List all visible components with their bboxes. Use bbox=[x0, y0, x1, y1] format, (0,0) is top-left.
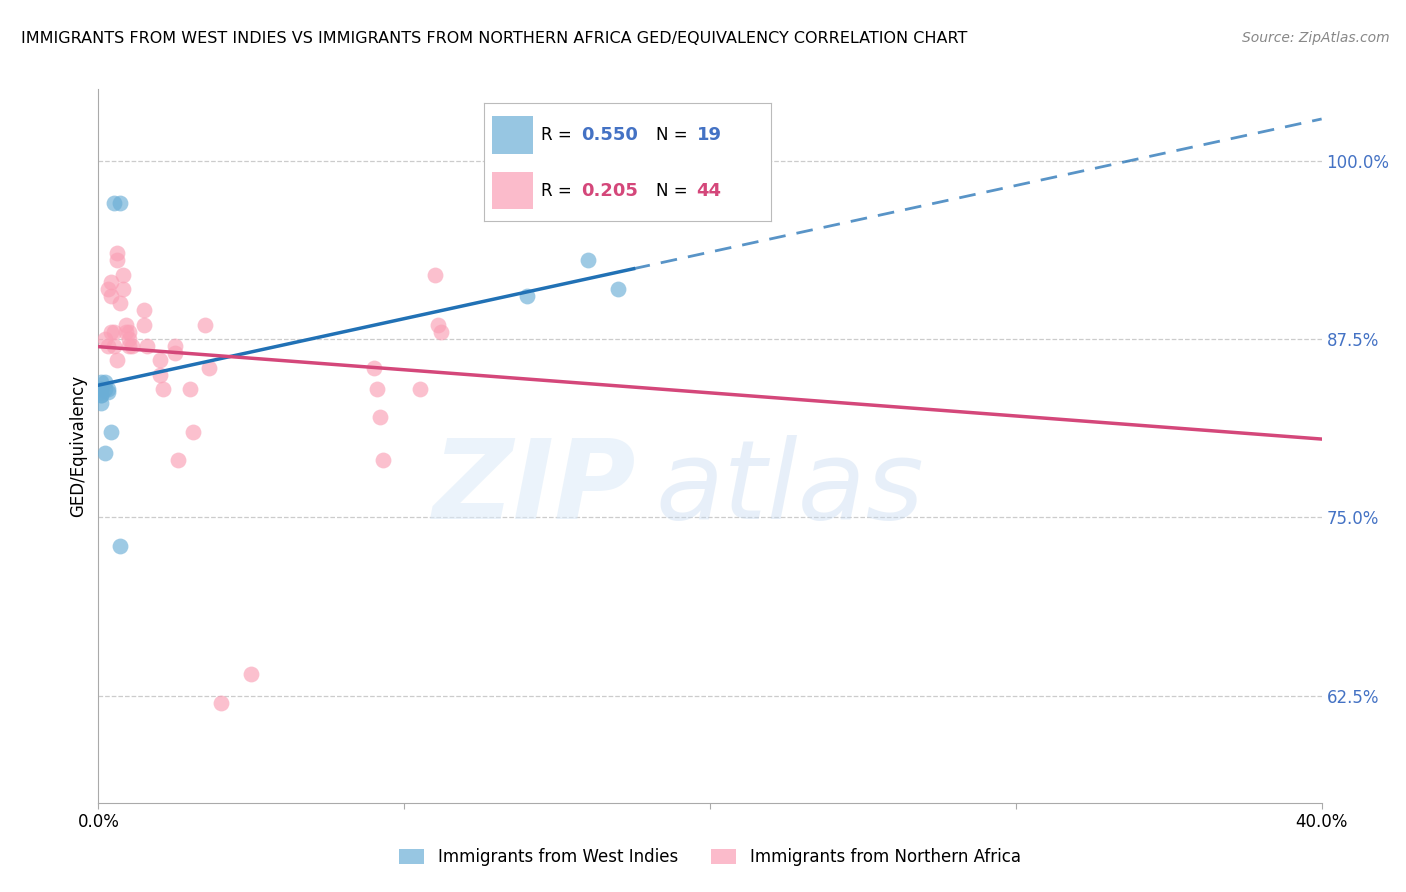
Point bbox=[90, 387, 112, 401]
Point bbox=[90, 384, 112, 399]
Point bbox=[118, 339, 141, 353]
Point bbox=[134, 303, 156, 318]
Point bbox=[105, 246, 128, 260]
Text: Source: ZipAtlas.com: Source: ZipAtlas.com bbox=[1241, 31, 1389, 45]
Point bbox=[97, 384, 120, 399]
Point bbox=[100, 289, 122, 303]
Point bbox=[426, 318, 449, 332]
Point bbox=[485, 153, 508, 168]
Point bbox=[115, 318, 138, 332]
Point bbox=[100, 275, 122, 289]
Point bbox=[408, 382, 430, 396]
Point bbox=[363, 360, 385, 375]
Point bbox=[240, 667, 263, 681]
Y-axis label: GED/Equivalency: GED/Equivalency bbox=[69, 375, 87, 517]
Point bbox=[118, 325, 141, 339]
Point bbox=[134, 318, 156, 332]
Point bbox=[516, 289, 538, 303]
Legend: Immigrants from West Indies, Immigrants from Northern Africa: Immigrants from West Indies, Immigrants … bbox=[392, 842, 1028, 873]
Point bbox=[105, 353, 128, 368]
Point bbox=[108, 196, 131, 211]
Point bbox=[368, 410, 391, 425]
Point bbox=[111, 268, 134, 282]
Point bbox=[100, 425, 122, 439]
Point bbox=[607, 282, 630, 296]
Point bbox=[366, 382, 388, 396]
Point bbox=[93, 332, 115, 346]
Point bbox=[209, 696, 232, 710]
Point bbox=[111, 282, 134, 296]
Point bbox=[97, 382, 120, 396]
Point bbox=[97, 282, 120, 296]
Point bbox=[181, 425, 204, 439]
Point bbox=[167, 453, 190, 467]
Point bbox=[93, 382, 115, 396]
Point bbox=[136, 339, 159, 353]
Text: atlas: atlas bbox=[655, 435, 924, 542]
Point bbox=[103, 325, 125, 339]
Point bbox=[90, 375, 112, 389]
Point bbox=[97, 339, 120, 353]
Point bbox=[100, 325, 122, 339]
Point bbox=[93, 375, 115, 389]
Point bbox=[423, 268, 446, 282]
Point bbox=[576, 253, 599, 268]
Point bbox=[115, 325, 138, 339]
Point bbox=[90, 382, 112, 396]
Point bbox=[163, 346, 186, 360]
Point bbox=[149, 368, 172, 382]
Point bbox=[118, 332, 141, 346]
Point bbox=[90, 382, 112, 396]
Point bbox=[108, 539, 131, 553]
Point bbox=[194, 318, 217, 332]
Point bbox=[90, 396, 112, 410]
Point bbox=[93, 446, 115, 460]
Text: ZIP: ZIP bbox=[433, 435, 637, 542]
Point bbox=[179, 382, 201, 396]
Point bbox=[103, 196, 125, 211]
Point bbox=[152, 382, 174, 396]
Point bbox=[105, 253, 128, 268]
Point bbox=[90, 387, 112, 401]
Point bbox=[121, 339, 143, 353]
Point bbox=[149, 353, 172, 368]
Point bbox=[197, 360, 219, 375]
Point bbox=[371, 453, 394, 467]
Point bbox=[103, 339, 125, 353]
Point bbox=[108, 296, 131, 310]
Point bbox=[430, 325, 453, 339]
Point bbox=[163, 339, 186, 353]
Text: IMMIGRANTS FROM WEST INDIES VS IMMIGRANTS FROM NORTHERN AFRICA GED/EQUIVALENCY C: IMMIGRANTS FROM WEST INDIES VS IMMIGRANT… bbox=[21, 31, 967, 46]
